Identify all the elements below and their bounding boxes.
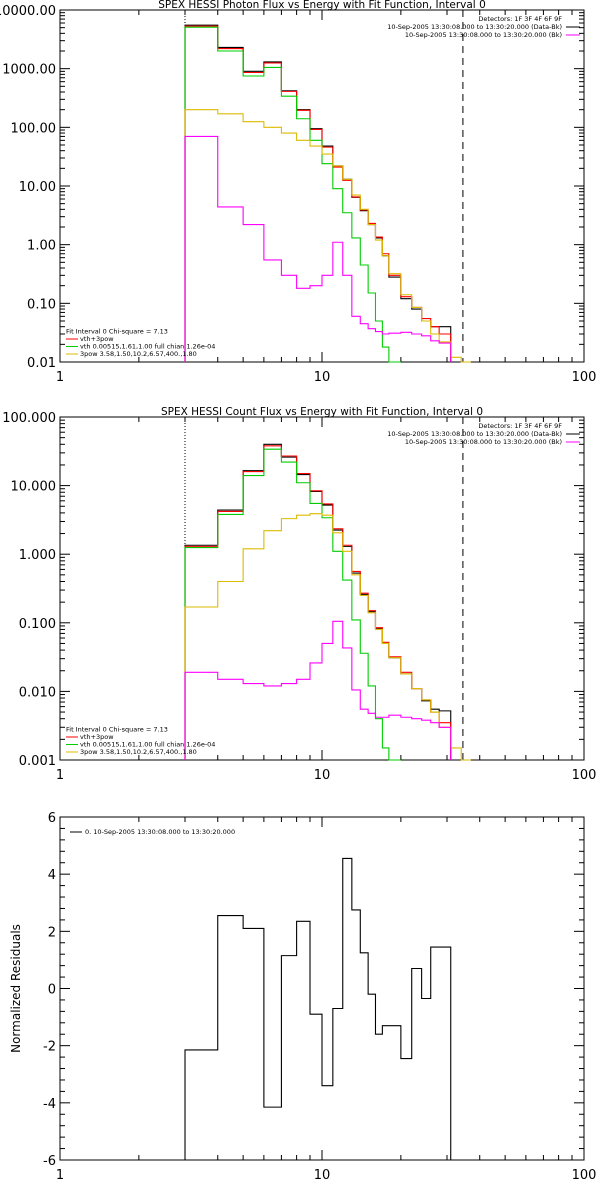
chart2-legend-bottom-text: 3pow 3.58,1.50,10.2,6.57,400.,1.80 (80, 748, 197, 756)
chart2-title: SPEX HESSI Count Flux vs Energy with Fit… (161, 406, 483, 418)
chart2-legend-bottom-text: vth+3pow (80, 733, 114, 741)
chart2-ytick-label: 0.010 (19, 685, 56, 700)
chart1-legend-top-text: 10-Sep-2005 13:30:08.000 to 13:30:20.000… (405, 31, 562, 39)
chart3-series-1 (184, 857, 462, 1161)
chart2-xtick-label: 1 (56, 768, 64, 783)
chart3-ytick-label: 6 (48, 811, 56, 826)
chart2-xtick-label: 100 (572, 768, 597, 783)
chart1-ytick-label: 10.00 (19, 180, 56, 195)
chart2-legend-bottom-text: Fit Interval 0 Chi-square = 7.13 (66, 726, 168, 734)
chart3-frame (59, 816, 585, 1161)
chart1-legend-bottom-text: vth+3pow (80, 335, 114, 343)
chart1-ytick-label: 100.00 (11, 121, 57, 136)
chart2-ytick-label: 10.000 (11, 480, 57, 495)
chart1-series-1 (184, 24, 452, 362)
chart1-series-5 (184, 135, 452, 362)
chart2-ytick-label: 100.000 (2, 411, 56, 426)
chart1-legend-bottom-text: Fit Interval 0 Chi-square = 7.13 (66, 328, 168, 336)
chart1-ytick-label: 1000.00 (2, 63, 56, 78)
chart2-frame (59, 416, 585, 761)
chart2-legend-top-text: 10-Sep-2005 13:30:08.000 to 13:30:20.000… (387, 430, 562, 438)
chart1-title: SPEX HESSI Photon Flux vs Energy with Fi… (158, 0, 486, 11)
chart2-legend-bottom-text: vth 0.00515,1.61,1.00 full chian 1.26e-0… (80, 741, 215, 749)
chart3-ytick-label: -6 (43, 1154, 56, 1169)
chart2-legend-top-text: Detectors: 1F 3F 4F 6F 9F (478, 422, 562, 430)
chart2-xtick-label: 10 (314, 768, 331, 783)
chart1-xtick-label: 10 (314, 370, 331, 385)
chart1-legend-bottom-text: 3pow 3.58,1.50,10.2,6.57,400.,1.80 (80, 350, 197, 358)
chart1-series-2 (184, 25, 452, 362)
chart1-ytick-label: 10000.00 (0, 4, 56, 19)
chart2-series-5 (184, 620, 452, 760)
chart1-legend-top-text: Detectors: 1F 3F 4F 6F 9F (478, 15, 562, 23)
chart2-series-2 (184, 445, 452, 760)
chart1-frame (59, 9, 585, 363)
chart3-ytick-label: -4 (43, 1097, 56, 1112)
chart2-ytick-label: 1.000 (19, 548, 56, 563)
chart3-ylabel: Normalized Residuals (9, 924, 23, 1053)
chart3-xtick-label: 100 (572, 1168, 597, 1183)
chart3-ytick-label: 2 (48, 925, 56, 940)
chart2-ytick-label: 0.100 (19, 617, 56, 632)
chart3-ytick-label: -2 (43, 1040, 56, 1055)
chart2-series-4 (184, 513, 471, 761)
chart1-series-4 (184, 109, 471, 363)
chart1-xtick-label: 1 (56, 370, 64, 385)
chart1-ytick-label: 0.01 (27, 356, 56, 371)
chart1-legend-bottom-text: vth 0.00515,1.61,1.00 full chian 1.26e-0… (80, 343, 215, 351)
chart1-xtick-label: 100 (572, 370, 597, 385)
chart3-ytick-label: 0 (48, 983, 56, 998)
chart2-legend-top-text: 10-Sep-2005 13:30:08.000 to 13:30:20.000… (405, 438, 562, 446)
chart3-ytick-label: 4 (48, 868, 56, 883)
chart1-legend-top-text: 10-Sep-2005 13:30:08.000 to 13:30:20.000… (387, 23, 562, 31)
chart3-legend-text: 0. 10-Sep-2005 13:30:08.000 to 13:30:20.… (85, 828, 235, 836)
chart1-ytick-label: 0.10 (27, 297, 56, 312)
chart3-xtick-label: 1 (56, 1168, 64, 1183)
chart2-ytick-label: 0.001 (19, 754, 56, 769)
chart2-series-1 (184, 443, 452, 760)
chart1-ytick-label: 1.00 (27, 239, 56, 254)
chart3-xtick-label: 10 (314, 1168, 331, 1183)
